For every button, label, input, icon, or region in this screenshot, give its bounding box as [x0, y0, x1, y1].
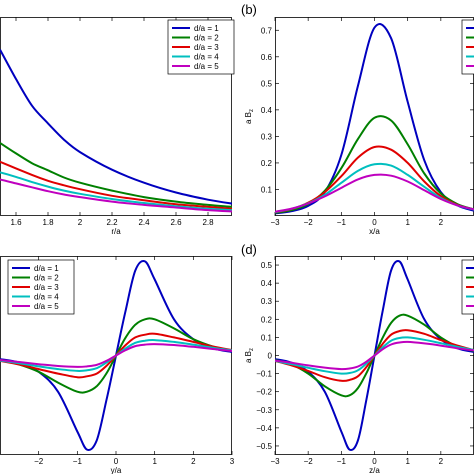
panel-a: 1.6 1.8 2 2.2 2.4 2.6 2.8r/ad/a = 1d/a = 2d/a …: [0, 17, 235, 236]
series-line-3: [275, 145, 474, 214]
x-tick-label: 3: [230, 457, 235, 466]
plot-frame: [275, 17, 474, 216]
x-tick-label: 1: [152, 457, 157, 466]
legend-label-5: d/a = 5: [34, 302, 59, 311]
y-tick-label: −0.1: [256, 370, 272, 379]
x-tick-label: −1: [337, 218, 347, 227]
x-tick-label: 2.6: [170, 218, 182, 227]
legend-label-2: d/a = 2: [34, 274, 59, 283]
x-tick-label: 0: [372, 218, 377, 227]
legend-label-5: d/a = 5: [194, 62, 219, 71]
y-axis-label-subscript: z: [249, 109, 255, 112]
y-tick-label: 0.6: [261, 53, 273, 62]
series-line-5: [275, 340, 474, 371]
x-tick-label: 1: [405, 457, 410, 466]
x-tick-label: 2: [191, 457, 196, 466]
series-line-4: [0, 171, 232, 212]
x-tick-label: −1: [73, 457, 83, 466]
y-tick-label: −0.4: [256, 424, 272, 433]
y-tick-label: −0.2: [256, 388, 272, 397]
legend: d/a = 1d/a = 2d/a = 3d/a = 4d/a = 5: [461, 19, 474, 75]
y-tick-label: 0: [268, 352, 273, 361]
y-tick-label: 0.1: [261, 333, 273, 342]
y-axis-label-main: a B: [244, 112, 253, 124]
legend-label-3: d/a = 3: [34, 283, 59, 292]
x-tick-label: −3: [270, 457, 280, 466]
series-line-2: [0, 142, 232, 208]
x-axis-label: z/a: [369, 466, 380, 474]
y-tick-label: −0.3: [256, 406, 272, 415]
curves: [275, 23, 474, 215]
legend-label-1: d/a = 1: [194, 24, 219, 33]
curves: [0, 260, 232, 451]
legend: d/a = 1d/a = 2d/a = 3d/a = 4d/a = 5: [7, 259, 75, 315]
x-tick-label: 1.6: [10, 218, 22, 227]
series-line-1: [0, 49, 232, 205]
panel-label: (d): [241, 242, 257, 257]
x-axis-label: y/a: [111, 466, 122, 474]
x-tick-label: 2.2: [106, 218, 118, 227]
x-tick-label: 2: [78, 218, 83, 227]
x-tick-label: 2: [439, 218, 444, 227]
series-line-3: [0, 160, 232, 210]
curves: [0, 49, 232, 213]
x-tick-label: 0: [114, 457, 119, 466]
legend-label-4: d/a = 4: [194, 53, 219, 62]
panel-b: −3 −2 −1 0 1 2 0.1 0.2 0.3 0.4 0.5 0.6 0.7 x/a a Bz (b)…: [241, 2, 474, 236]
x-tick-label: −3: [270, 218, 280, 227]
y-axis-label: a Bz: [244, 109, 255, 124]
plot-frame: [0, 17, 232, 216]
panel-d: −3 −2 −1 0 1 2 −0.5 −0.4 −0.3 −0.2 −0.1 0 0.1 0.2 0.3 0…: [241, 242, 474, 474]
legend-label-1: d/a = 1: [34, 264, 59, 273]
x-axis-label: x/a: [369, 227, 380, 236]
y-tick-label: 0.4: [261, 106, 273, 115]
y-tick-label: 0.2: [261, 159, 273, 168]
x-axis-label: r/a: [111, 227, 121, 236]
legend: d/a = 1d/a = 2d/a = 3d/a = 4d/a = 5: [167, 19, 235, 75]
y-tick-label: 0.5: [261, 79, 273, 88]
series-line-5: [0, 178, 232, 213]
x-tick-label: 0: [372, 457, 377, 466]
legend-label-4: d/a = 4: [34, 293, 59, 302]
legend: d/a = 1d/a = 2d/a = 3d/a = 4d/a = 5: [461, 259, 474, 315]
x-tick-label: 1: [405, 218, 410, 227]
curves: [275, 260, 474, 451]
y-tick-label: −0.5: [256, 442, 272, 451]
x-tick-label: −2: [34, 457, 44, 466]
x-tick-label: 2.8: [202, 218, 214, 227]
panel-label: (b): [241, 2, 257, 17]
x-tick-label: −2: [304, 218, 314, 227]
series-line-5: [275, 173, 474, 213]
x-tick-label: 2: [439, 457, 444, 466]
y-tick-label: 0.7: [261, 26, 273, 35]
y-axis-label: a Bz: [244, 348, 255, 363]
x-tick-label: 2.4: [138, 218, 150, 227]
y-tick-label: 0.3: [261, 297, 273, 306]
y-tick-label: 0.2: [261, 315, 273, 324]
y-axis-label-main: a B: [244, 351, 253, 363]
y-tick-label: 0.5: [261, 261, 273, 270]
panel-c: −2 −1 0 1 2 3 y/a d/a = 1d/a = 2d/a = 3d/a = 4d…: [0, 256, 235, 474]
x-tick-label: 1.8: [42, 218, 54, 227]
y-tick-label: 0.4: [261, 279, 273, 288]
y-tick-label: 0.3: [261, 132, 273, 141]
legend-label-3: d/a = 3: [194, 43, 219, 52]
series-line-5: [0, 343, 232, 368]
y-axis-label-subscript: z: [249, 348, 255, 351]
legend-label-2: d/a = 2: [194, 34, 219, 43]
x-tick-label: −2: [304, 457, 314, 466]
x-tick-label: −1: [337, 457, 347, 466]
y-tick-label: 0.1: [261, 185, 273, 194]
